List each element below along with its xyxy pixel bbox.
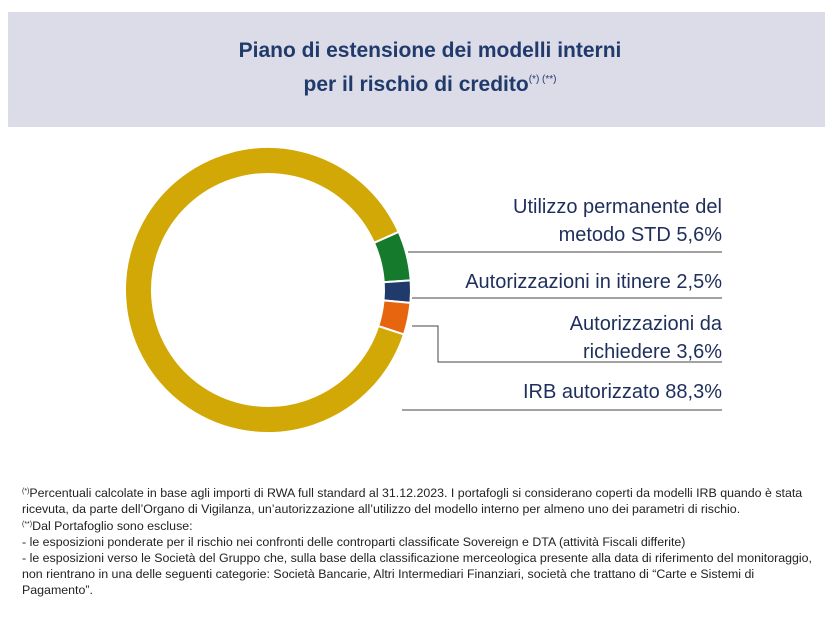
footnote-text: Percentuali calcolate in base agli impor…: [22, 486, 803, 516]
segment-label: Autorizzazioni da richiedere 3,6%: [522, 310, 722, 366]
segment-label: Utilizzo permanente del metodo STD 5,6%: [452, 193, 722, 249]
leader-lines: [402, 251, 722, 411]
footnote: - le esposizioni ponderate per il rischi…: [22, 534, 812, 550]
footnote: - le esposizioni verso le Società del Gr…: [22, 550, 812, 598]
leader-line: [412, 325, 722, 363]
footnote: (**)Dal Portafoglio sono escluse:: [22, 517, 812, 534]
label-value: 5,6%: [676, 224, 722, 246]
segment-label: IRB autorizzato 88,3%: [422, 378, 722, 406]
footnote-marker: (*): [22, 488, 30, 495]
footnote-text: Dal Portafoglio sono escluse:: [32, 519, 193, 533]
label-category: Autorizzazioni da richiedere: [569, 313, 722, 363]
footnote: (*)Percentuali calcolate in base agli im…: [22, 484, 812, 517]
header-band: [8, 12, 825, 127]
title-text: Piano di estensione dei modelli interni …: [238, 39, 622, 96]
donut-segment: [124, 146, 406, 434]
segment-label: Autorizzazioni in itinere 2,5%: [302, 268, 722, 296]
title-note: (*) (**): [528, 74, 557, 85]
label-category: IRB autorizzato: [522, 381, 660, 403]
label-category: Utilizzo permanente del metodo STD: [513, 196, 722, 246]
footnote-text: - le esposizioni ponderate per il rischi…: [22, 535, 686, 549]
footnote-text: - le esposizioni verso le Società del Gr…: [22, 551, 812, 597]
footnote-marker: (**): [22, 521, 33, 528]
label-value: 3,6%: [676, 341, 722, 363]
label-category: Autorizzazioni in itinere: [465, 271, 671, 293]
label-value: 2,5%: [676, 271, 722, 293]
label-value: 88,3%: [665, 381, 722, 403]
chart-title: Piano di estensione dei modelli interni …: [230, 36, 630, 99]
footnotes: (*)Percentuali calcolate in base agli im…: [22, 484, 812, 598]
